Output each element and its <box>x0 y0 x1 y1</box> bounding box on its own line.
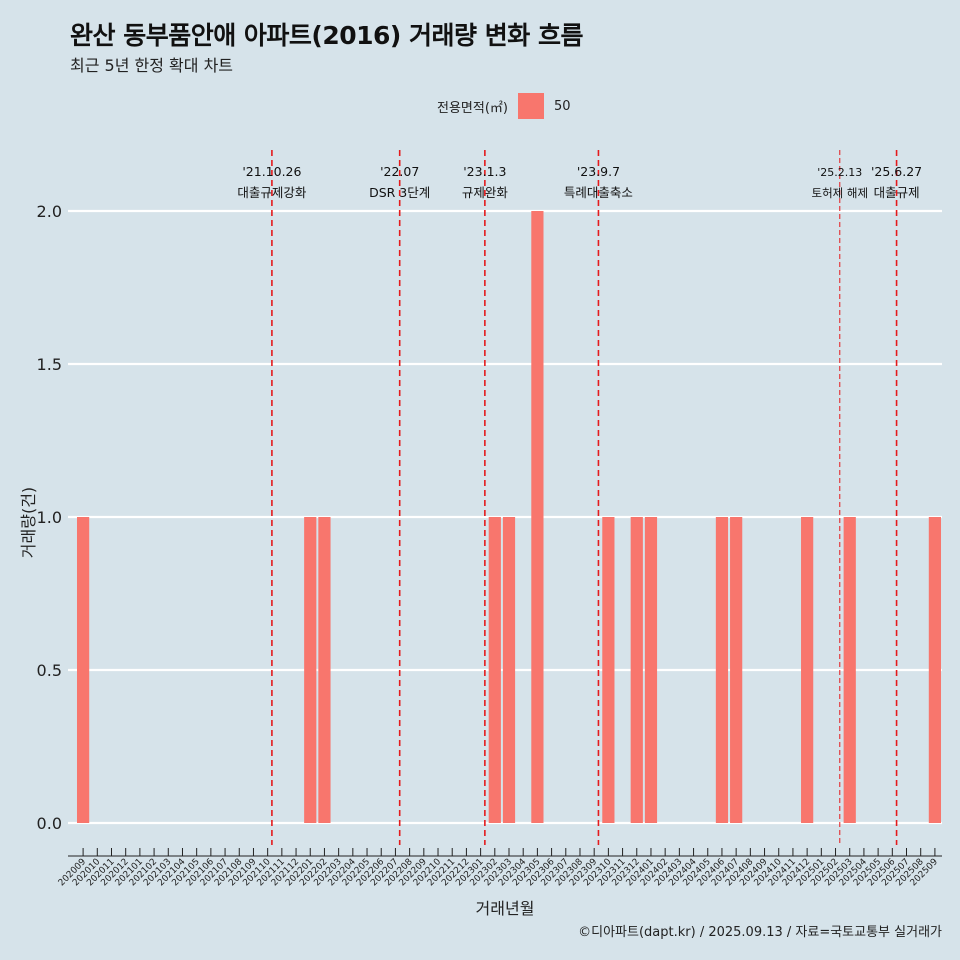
event-date: '25.6.27 <box>871 164 922 179</box>
bars <box>76 211 942 823</box>
source-caption: ©디아파트(dapt.kr) / 2025.09.13 / 자료=국토교통부 실… <box>578 925 942 940</box>
event-date: '22.07 <box>380 164 419 179</box>
bar-202303 <box>502 517 516 823</box>
event-date: '23.9.7 <box>577 164 620 179</box>
chart-subtitle: 최근 5년 한정 확대 차트 <box>70 56 234 75</box>
bar-202509 <box>928 517 942 823</box>
legend-swatch <box>517 93 544 119</box>
chart-title: 완산 동부품안애 아파트(2016) 거래량 변화 흐름 <box>70 21 583 50</box>
bar-202407 <box>730 517 743 823</box>
y-tick-label: 0.0 <box>37 814 62 833</box>
event-label: 토허제 해제 <box>812 186 869 200</box>
event-label: 대출규제강화 <box>237 185 307 200</box>
event-label: 규제완화 <box>462 185 509 200</box>
event-date: '21.10.26 <box>242 164 301 179</box>
bar-202503 <box>843 517 856 823</box>
event-date: '25.2.13 <box>817 166 862 179</box>
x-axis-title: 거래년월 <box>476 899 535 918</box>
bar-202412 <box>801 517 814 823</box>
bar-202009 <box>76 517 90 823</box>
event-date: '23.1.3 <box>463 164 506 179</box>
legend-title: 전용면적(㎡) <box>437 100 508 116</box>
bar-202305 <box>531 211 544 823</box>
y-axis-title: 거래량(건) <box>19 487 38 558</box>
bar-202202 <box>318 517 331 823</box>
legend: 전용면적(㎡) 50 <box>437 93 571 119</box>
bar-202401 <box>644 517 658 823</box>
event-lines: '21.10.26 대출규제강화 '22.07 DSR 3단계 '23.1.3 규제완화 '… <box>237 150 922 845</box>
event-label: DSR 3단계 <box>369 185 430 200</box>
y-tick-label: 2.0 <box>37 202 62 221</box>
y-tick-label: 1.0 <box>37 508 62 527</box>
y-tick-label: 1.5 <box>37 355 62 374</box>
bar-202201 <box>304 517 317 823</box>
bar-202406 <box>715 517 729 823</box>
event-label: 특례대출축소 <box>564 185 633 200</box>
event-label: 대출규제 <box>874 185 920 200</box>
bar-202312 <box>630 517 643 823</box>
bar-202310 <box>602 517 615 823</box>
y-tick-label: 0.5 <box>37 661 62 680</box>
legend-item-label: 50 <box>553 98 571 114</box>
bar-202302 <box>488 517 501 823</box>
